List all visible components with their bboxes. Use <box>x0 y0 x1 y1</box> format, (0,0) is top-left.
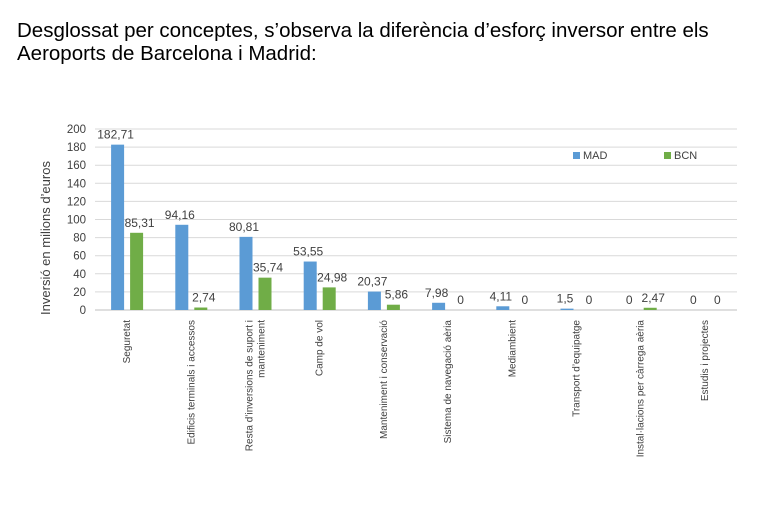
legend-swatch-mad <box>573 152 580 159</box>
bar-mad <box>111 144 125 310</box>
data-label-bcn: 0 <box>521 293 528 307</box>
y-tick-label: 120 <box>67 196 86 208</box>
y-tick-label: 40 <box>73 269 86 281</box>
data-label-mad: 0 <box>626 293 633 307</box>
data-label-mad: 80,81 <box>229 220 259 234</box>
data-label-bcn: 0 <box>457 293 464 307</box>
data-label-bcn: 0 <box>714 293 721 307</box>
y-tick-label: 20 <box>73 287 86 299</box>
data-label-bcn: 24,98 <box>317 270 347 284</box>
data-label-mad: 53,55 <box>293 245 323 259</box>
category-label: Camp de vol <box>315 320 326 376</box>
y-tick-label: 200 <box>67 124 86 136</box>
y-axis-ticks: 0 20 40 60 80 100 120 140 160 180 200 <box>67 124 86 317</box>
legend: MAD BCN <box>573 150 697 162</box>
category-label: Mediambient <box>507 320 518 377</box>
grid-lines <box>95 128 737 311</box>
legend-label-bcn: BCN <box>674 150 697 162</box>
category-label: manteniment <box>257 320 268 378</box>
data-label-bcn: 5,86 <box>385 288 409 302</box>
legend-swatch-bcn <box>664 152 671 159</box>
category-labels: Seguretat Edificis terminals i accessos Re… <box>122 320 711 458</box>
bar-mad <box>496 306 510 310</box>
category-label: Manteniment i conservació <box>379 320 390 439</box>
data-label-mad: 1,5 <box>557 292 574 306</box>
y-tick-label: 180 <box>67 142 86 154</box>
bar-mad <box>239 236 253 310</box>
category-label: Seguretat <box>122 320 133 364</box>
bar-bcn <box>643 307 657 310</box>
data-label-mad: 7,98 <box>425 286 449 300</box>
y-tick-label: 0 <box>80 305 86 317</box>
bar-bcn <box>322 287 336 310</box>
y-tick-label: 100 <box>67 215 86 227</box>
data-label-mad: 20,37 <box>357 275 387 289</box>
bar-bcn <box>194 307 208 310</box>
bar-mad <box>175 224 189 310</box>
category-label: Resta d’inversions de suport i <box>245 320 256 451</box>
data-label-mad: 94,16 <box>165 208 195 222</box>
category-label: Transport d’equipatge <box>572 320 583 417</box>
bars <box>111 144 657 310</box>
title-line-2: Aeroports de Barcelona i Madrid: <box>17 42 317 65</box>
bar-mad <box>432 302 446 310</box>
bar-bcn <box>130 232 144 310</box>
category-label: Sistema de navegació aèria <box>443 320 454 444</box>
category-label: Estudis i projectes <box>700 320 711 401</box>
bar-bcn <box>386 304 400 310</box>
bar-mad <box>303 261 317 310</box>
y-axis-label: Inversió en milions d’euros <box>38 161 53 315</box>
data-labels: 182,71 85,31 94,16 2,74 80,81 35,74 53,55 24,98… <box>97 128 721 307</box>
legend-label-mad: MAD <box>583 150 608 162</box>
category-label: Instal·lacions per càrrega aèria <box>636 320 647 458</box>
category-label: Edificis terminals i accessos <box>186 320 197 444</box>
data-label-bcn: 0 <box>586 293 593 307</box>
data-label-mad: 182,71 <box>97 128 134 142</box>
title-line-1: Desglossat per conceptes, s’observa la d… <box>17 19 709 42</box>
data-label-mad: 4,11 <box>490 289 513 303</box>
y-tick-label: 80 <box>73 233 86 245</box>
data-label-bcn: 85,31 <box>125 216 155 230</box>
bar-bcn <box>258 277 272 310</box>
y-tick-label: 140 <box>67 178 86 190</box>
data-label-bcn: 2,47 <box>642 291 666 305</box>
y-tick-label: 160 <box>67 160 86 172</box>
data-label-bcn: 2,74 <box>192 291 216 305</box>
bar-mad <box>560 308 574 310</box>
data-label-mad: 0 <box>690 293 697 307</box>
data-label-bcn: 35,74 <box>253 261 283 275</box>
y-tick-label: 60 <box>73 251 86 263</box>
bar-mad <box>367 291 381 310</box>
